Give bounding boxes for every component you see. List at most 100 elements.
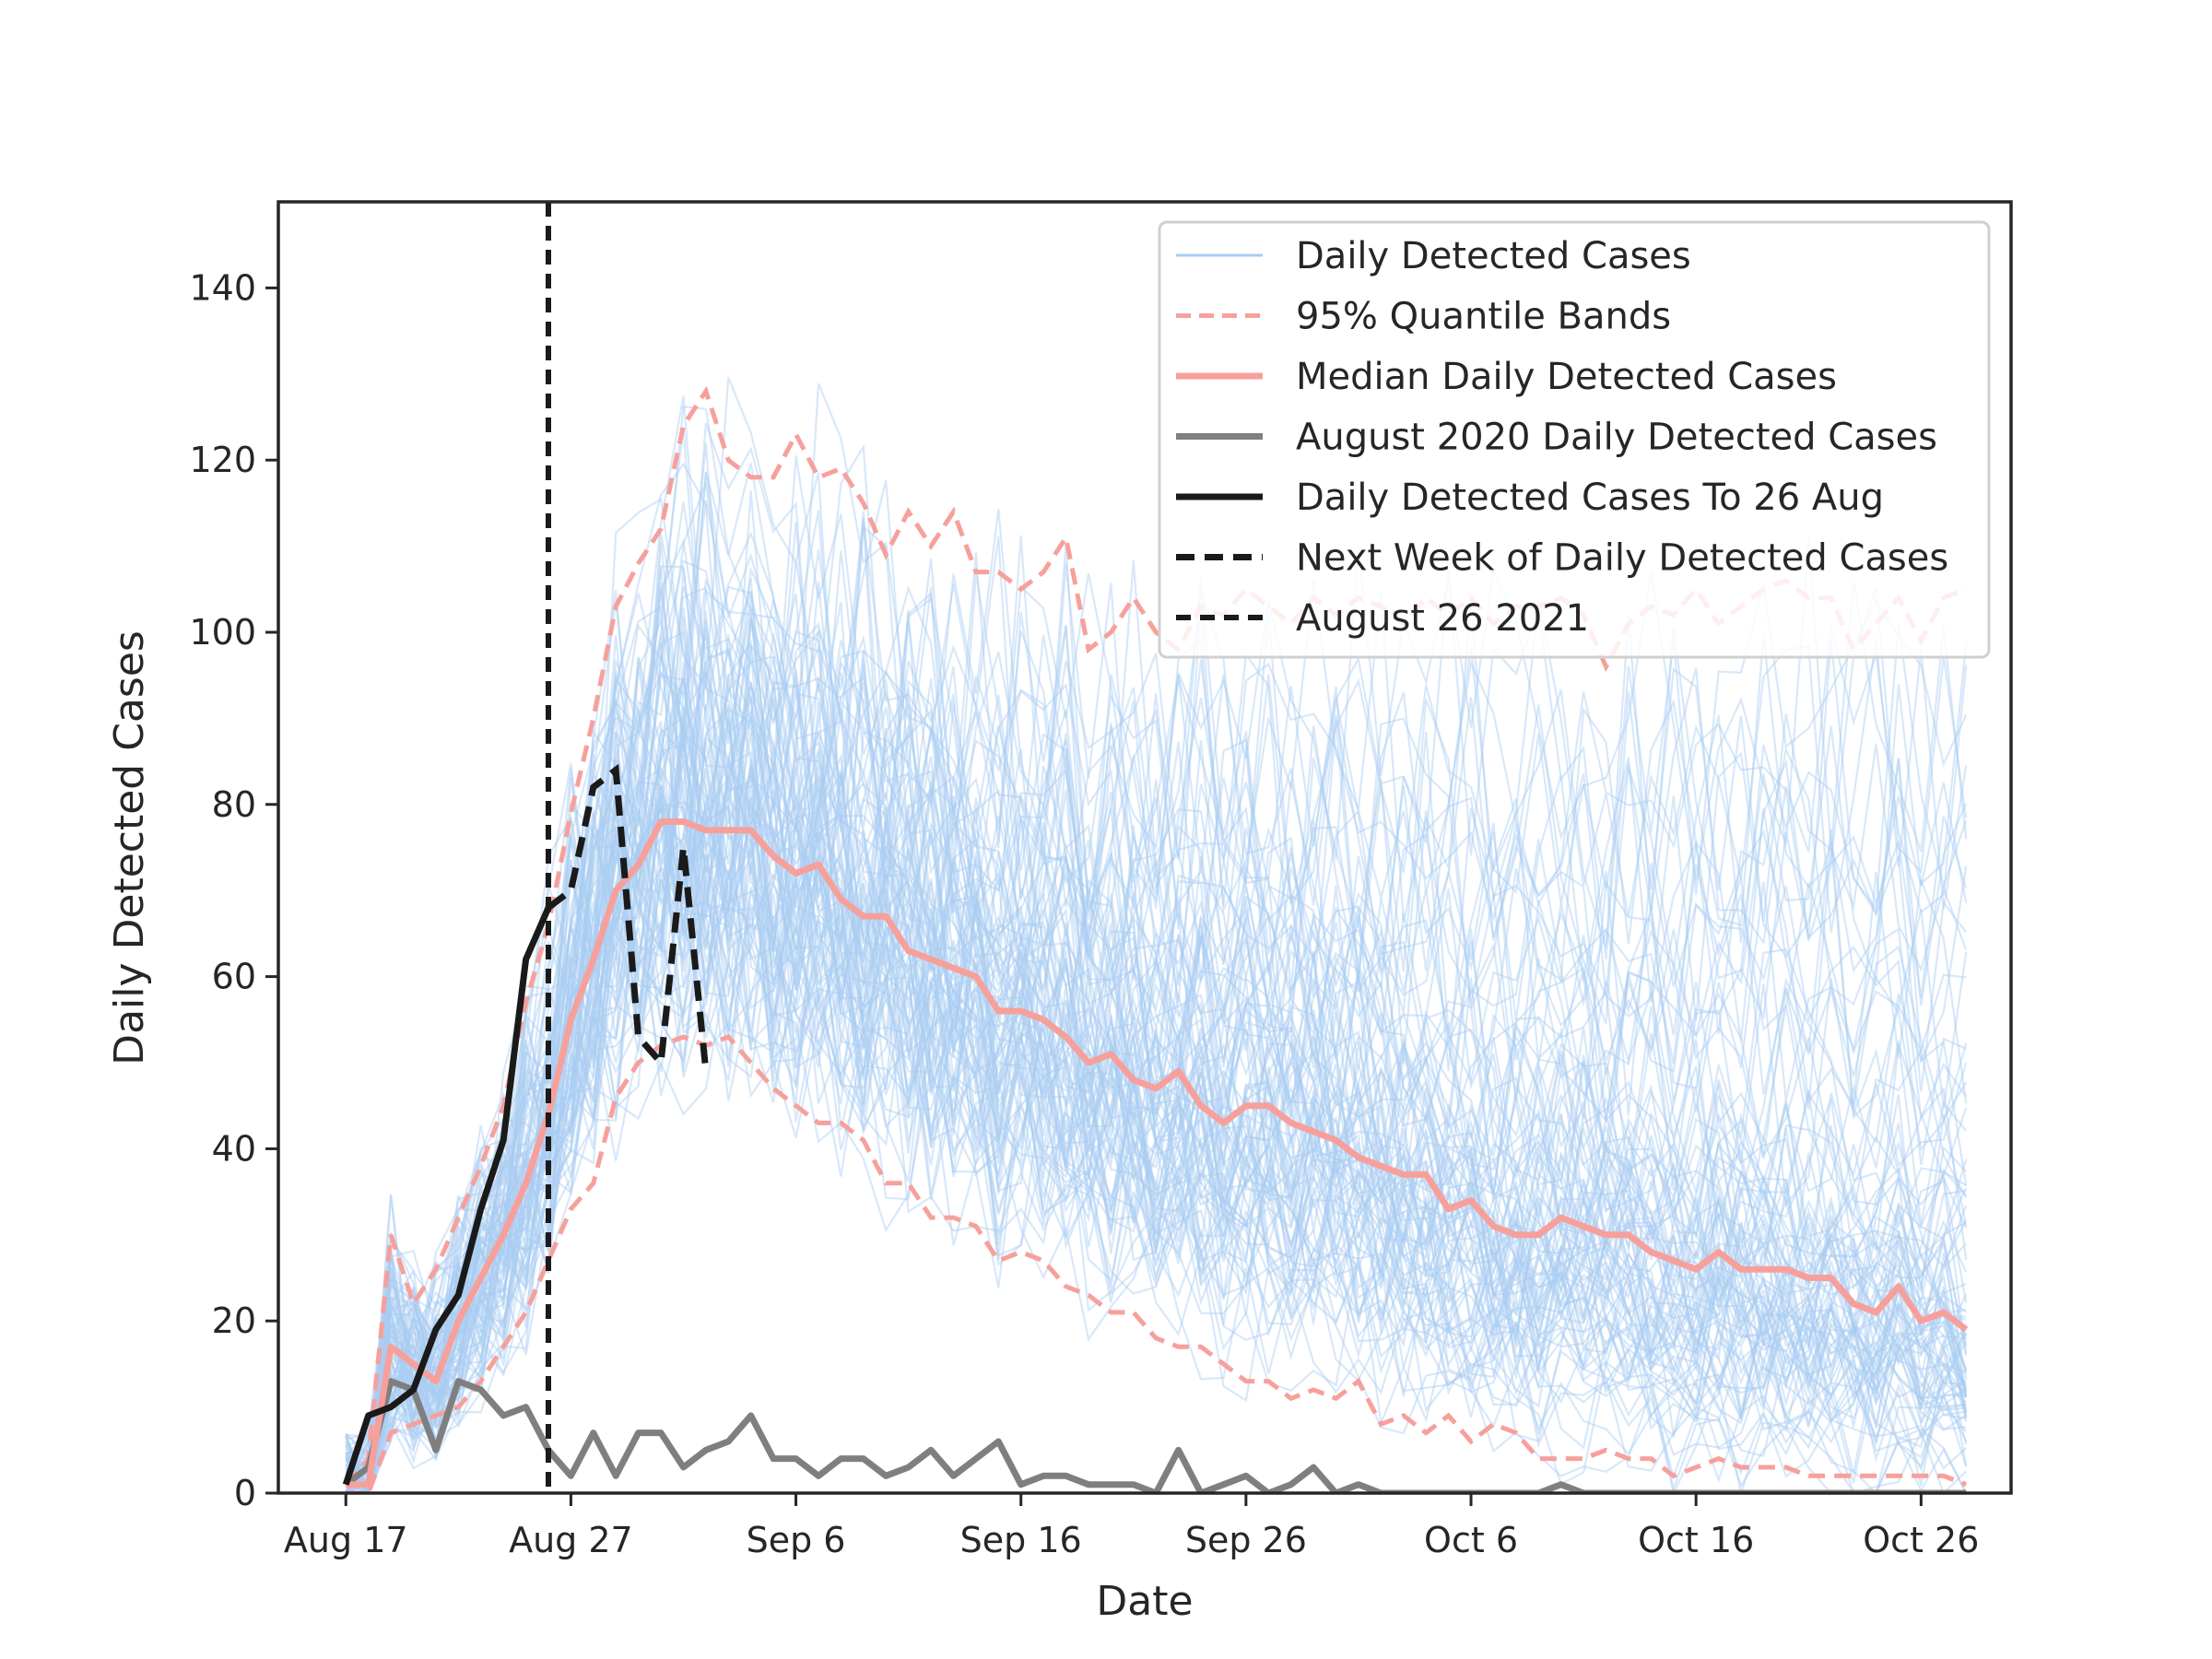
simulation-line xyxy=(346,472,1968,1493)
simulation-line xyxy=(345,565,1967,1493)
simulation-line xyxy=(345,786,1968,1486)
x-tick-label: Sep 6 xyxy=(747,1520,846,1560)
simulation-line xyxy=(346,712,1967,1493)
simulation-line xyxy=(346,681,1967,1493)
simulation-line xyxy=(345,521,1968,1462)
y-tick-label: 100 xyxy=(189,612,256,653)
legend-label: Median Daily Detected Cases xyxy=(1296,356,1837,398)
simulation-line xyxy=(345,853,1967,1493)
simulation-line xyxy=(345,694,1968,1493)
simulation-line xyxy=(345,768,1968,1465)
legend-label: August 2020 Daily Detected Cases xyxy=(1296,417,1937,459)
simulation-line xyxy=(345,874,1967,1493)
simulation-line xyxy=(346,606,1968,1438)
simulation-line xyxy=(345,482,1968,1493)
simulation-line xyxy=(346,422,1968,1493)
simulation-line xyxy=(345,621,1967,1493)
simulation-line xyxy=(345,501,1968,1447)
x-tick-label: Oct 6 xyxy=(1424,1520,1518,1560)
simulation-line xyxy=(345,463,1968,1476)
y-tick-label: 60 xyxy=(212,957,256,997)
simulation-line xyxy=(345,821,1968,1493)
simulation-line xyxy=(346,617,1967,1493)
y-tick-label: 80 xyxy=(212,784,256,825)
simulation-line xyxy=(345,718,1968,1491)
simulation-line xyxy=(346,511,1968,1493)
simulation-line xyxy=(346,629,1968,1493)
simulation-line xyxy=(345,534,1968,1493)
x-axis-label: Date xyxy=(1096,1578,1193,1625)
simulation-line xyxy=(345,710,1968,1493)
x-tick-label: Oct 16 xyxy=(1638,1520,1754,1560)
simulation-line xyxy=(345,619,1968,1493)
simulation-line xyxy=(345,693,1968,1493)
y-tick-label: 20 xyxy=(212,1300,256,1341)
legend-label: Daily Detected Cases xyxy=(1296,235,1691,277)
simulation-line xyxy=(346,610,1968,1493)
simulation-line xyxy=(345,767,1968,1493)
simulation-line xyxy=(345,842,1968,1493)
simulation-line xyxy=(346,863,1968,1493)
x-tick-label: Aug 17 xyxy=(284,1520,408,1560)
simulation-line xyxy=(345,850,1967,1493)
simulation-line xyxy=(345,782,1967,1479)
simulation-line xyxy=(345,567,1967,1484)
simulation-line xyxy=(345,619,1968,1493)
simulation-line xyxy=(345,602,1967,1461)
y-tick-label: 120 xyxy=(189,440,256,480)
legend-label: Daily Detected Cases To 26 Aug xyxy=(1296,477,1884,519)
simulation-line xyxy=(345,510,1968,1493)
simulation-line xyxy=(345,830,1968,1493)
x-tick-label: Sep 16 xyxy=(960,1520,1082,1560)
simulation-line xyxy=(346,628,1968,1493)
simulation-line xyxy=(345,677,1968,1493)
simulation-line xyxy=(346,764,1968,1493)
simulation-line xyxy=(346,784,1967,1493)
simulation-line xyxy=(345,751,1968,1489)
simulation-line xyxy=(345,704,1968,1474)
simulation-line xyxy=(345,759,1967,1493)
simulation-line xyxy=(345,789,1967,1493)
simulation-line xyxy=(346,589,1968,1468)
simulation-line xyxy=(345,757,1968,1493)
simulation-line xyxy=(345,582,1968,1493)
simulation-line xyxy=(345,768,1968,1493)
simulation-line xyxy=(345,578,1968,1458)
y-tick-label: 140 xyxy=(189,267,256,308)
legend-label: August 26 2021 xyxy=(1296,597,1589,640)
simulation-line xyxy=(346,642,1968,1493)
legend: Daily Detected Cases 95% Quantile Bands Me… xyxy=(1158,220,1991,659)
simulation-line xyxy=(346,794,1968,1462)
simulation-line xyxy=(345,855,1967,1493)
simulation-line xyxy=(345,405,1967,1493)
axes: 0 20 40 60 80 100 120 140 Aug 17 Aug 27 Sep 6 Sep 1… xyxy=(189,200,2013,1560)
y-tick-label: 40 xyxy=(212,1128,256,1169)
legend-label: Next Week of Daily Detected Cases xyxy=(1296,537,1948,580)
simulation-line xyxy=(346,690,1967,1493)
x-tick-label: Sep 26 xyxy=(1185,1520,1307,1560)
simulation-line xyxy=(346,640,1968,1493)
simulation-line xyxy=(345,500,1968,1493)
august-2020-line xyxy=(344,1378,1967,1493)
simulation-line xyxy=(345,382,1968,1493)
simulation-line xyxy=(345,756,1967,1493)
legend-box xyxy=(1158,220,1991,659)
simulation-line xyxy=(346,537,1968,1493)
simulation-line xyxy=(346,784,1968,1493)
simulation-line xyxy=(345,877,1967,1493)
x-tick-label: Oct 26 xyxy=(1863,1520,1979,1560)
simulation-line xyxy=(345,618,1968,1493)
simulation-line xyxy=(345,586,1968,1493)
median-line xyxy=(346,818,1969,1488)
simulation-line xyxy=(345,462,1968,1493)
simulation-line xyxy=(345,725,1967,1493)
simulation-line xyxy=(345,595,1968,1477)
simulation-line xyxy=(346,630,1968,1467)
series-lines xyxy=(342,385,1969,1493)
simulation-line xyxy=(345,606,1967,1441)
simulation-line xyxy=(345,729,1968,1493)
simulation-line xyxy=(346,645,1968,1481)
simulation-line xyxy=(345,377,1968,1477)
legend-label: 95% Quantile Bands xyxy=(1296,296,1671,338)
